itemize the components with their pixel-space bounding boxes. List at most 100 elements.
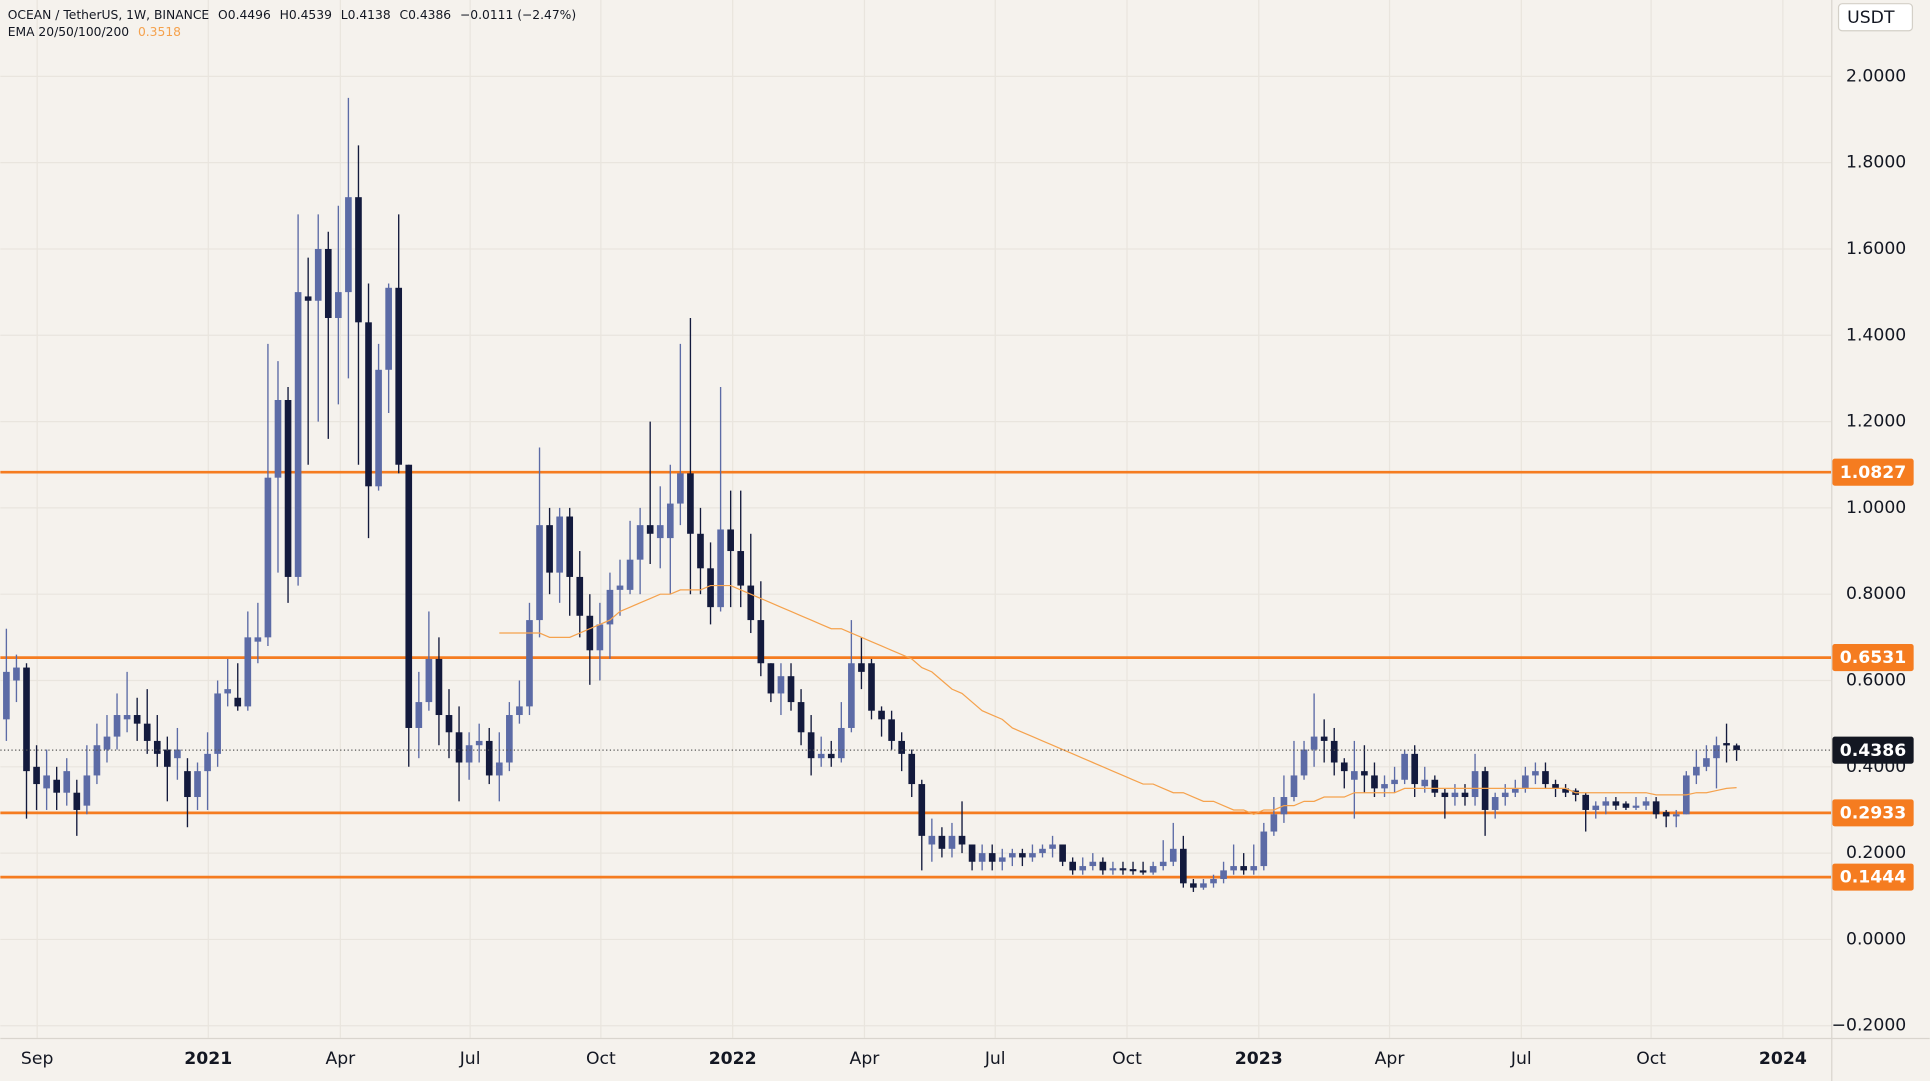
candle-body xyxy=(1501,792,1509,798)
candle-body xyxy=(797,702,805,733)
candle-body xyxy=(526,620,533,707)
last-price-label: 0.4386 xyxy=(1840,741,1906,761)
x-tick-label: Oct xyxy=(1112,1049,1142,1069)
close-value: 0.4386 xyxy=(408,7,451,21)
candle-body xyxy=(455,732,463,763)
candle-body xyxy=(1129,869,1137,872)
candle-body xyxy=(1642,801,1650,806)
high-value: 0.4539 xyxy=(289,7,332,21)
level-label: 1.0827 xyxy=(1840,463,1906,483)
currency[interactable]: USDT xyxy=(1847,8,1895,28)
candle-body xyxy=(777,676,785,694)
y-tick-label: 0.8000 xyxy=(1846,584,1906,604)
candle-body xyxy=(1099,861,1107,871)
candle-body xyxy=(697,533,704,569)
level-box xyxy=(1832,644,1914,672)
candle-body xyxy=(164,749,171,767)
candle-body xyxy=(737,551,745,586)
candle-body xyxy=(898,740,905,754)
candle-body xyxy=(1029,853,1036,858)
x-tick-label: 2023 xyxy=(1235,1049,1283,1069)
candle-body xyxy=(1612,801,1620,806)
candle-body xyxy=(1562,788,1569,793)
candle-body xyxy=(345,197,352,293)
y-tick-label: −0.2000 xyxy=(1832,1016,1907,1036)
last-price-box xyxy=(1832,736,1914,764)
x-tick-label: 2022 xyxy=(709,1049,757,1069)
candle-body xyxy=(153,740,161,754)
candle-body xyxy=(1592,805,1600,810)
axes: 2.0000 1.8000 1.6000 1.4000 1.2000 1.0000 0.80… xyxy=(21,66,1914,1069)
candle-body xyxy=(395,287,403,465)
candle-body xyxy=(1461,792,1469,798)
candle-body xyxy=(1300,749,1308,776)
candle-body xyxy=(1672,814,1680,817)
ema-value: 0.3518 xyxy=(138,25,181,39)
candle-body xyxy=(1089,861,1097,867)
candle-body xyxy=(656,525,664,539)
candle-body xyxy=(1703,758,1710,767)
candle-body xyxy=(1250,866,1258,871)
y-tick-label: 1.6000 xyxy=(1846,239,1906,259)
candle-body xyxy=(1290,775,1298,798)
candle-body xyxy=(1190,883,1197,888)
candle-body xyxy=(636,525,644,560)
candle-body xyxy=(224,689,232,694)
candle-body xyxy=(314,248,322,301)
candle-body xyxy=(1582,794,1590,810)
candle-body xyxy=(837,727,845,759)
candle-body xyxy=(516,706,523,716)
candle-body xyxy=(717,529,724,608)
candle-body xyxy=(888,719,895,741)
candle-body xyxy=(1230,866,1237,871)
level-label: 0.1444 xyxy=(1840,868,1906,888)
candle-body xyxy=(294,292,302,577)
ema-line xyxy=(499,584,1737,815)
currency-box[interactable] xyxy=(1837,3,1914,32)
candle-body xyxy=(1109,868,1117,871)
candle-body xyxy=(1441,792,1449,798)
low-label: L xyxy=(341,7,348,21)
candle-body xyxy=(284,399,292,577)
candle-body xyxy=(646,525,654,534)
candle-body xyxy=(1401,753,1408,780)
candle-body xyxy=(475,740,483,746)
candle-body xyxy=(1421,779,1429,787)
candle-body xyxy=(817,753,825,759)
x-tick-label: Sep xyxy=(21,1049,53,1069)
candle-body xyxy=(204,753,211,772)
candle-body xyxy=(365,322,372,487)
close-label: C xyxy=(399,7,408,21)
y-tick-label: 1.8000 xyxy=(1846,153,1906,173)
candle-body xyxy=(385,287,392,370)
y-tick-label: 2.0000 xyxy=(1846,66,1906,86)
candle-body xyxy=(93,745,101,776)
candle-body xyxy=(214,693,221,754)
candle-body xyxy=(1622,803,1630,808)
grid xyxy=(0,0,1832,1038)
candle-body xyxy=(1340,762,1348,772)
x-tick-label: Jul xyxy=(459,1049,481,1069)
candle-body xyxy=(43,775,50,789)
candle-body xyxy=(63,771,71,793)
y-tick-label: 0.2000 xyxy=(1846,843,1906,863)
candle-body xyxy=(485,740,493,776)
candle-body xyxy=(3,671,10,720)
candle-body xyxy=(1481,771,1489,810)
candle-body xyxy=(1361,771,1368,776)
candle-body xyxy=(948,835,956,849)
candle-body xyxy=(435,658,443,716)
y-tick-label: 0.6000 xyxy=(1846,671,1906,691)
x-tick-label: 2024 xyxy=(1759,1049,1807,1069)
candle-body xyxy=(616,585,624,590)
candle-body xyxy=(184,771,191,798)
candle-body xyxy=(23,667,30,772)
candle-body xyxy=(807,732,815,759)
candle-body xyxy=(445,715,453,733)
candle-body xyxy=(123,715,131,720)
candle-body xyxy=(988,853,996,862)
x-tick-label: Oct xyxy=(1636,1049,1666,1069)
candle-body xyxy=(1371,775,1378,789)
candle-body xyxy=(1079,866,1087,871)
